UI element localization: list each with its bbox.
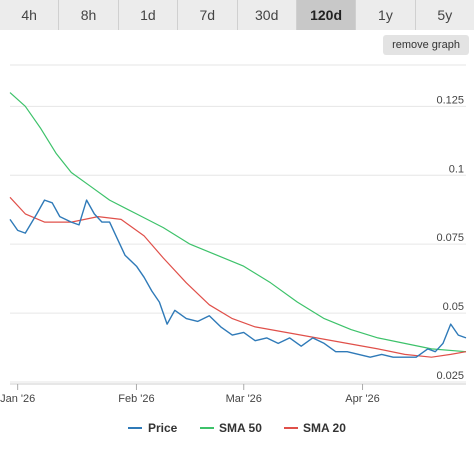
y-tick-label: 0.1 [449, 163, 464, 175]
x-tick-label: Jan '26 [0, 393, 35, 405]
legend-label[interactable]: SMA 50 [219, 421, 262, 435]
series-line-sma-50 [9, 92, 467, 353]
y-axis-ticks: 0.025 0.05 0.075 0.1 0.125 [436, 94, 464, 382]
grid [10, 64, 466, 385]
tab-4h[interactable]: 4h [0, 0, 60, 30]
y-tick-label: 0.075 [436, 232, 464, 244]
y-tick-label: 0.125 [436, 94, 464, 106]
tab-1y[interactable]: 1y [356, 0, 416, 30]
series-lines [9, 92, 467, 358]
x-tick-label: Apr '26 [345, 393, 380, 405]
series-line-price [9, 199, 467, 358]
y-tick-label: 0.025 [436, 370, 464, 382]
x-tick-label: Feb '26 [118, 393, 154, 405]
tab-5y[interactable]: 5y [415, 0, 474, 30]
tab-8h[interactable]: 8h [59, 0, 119, 30]
tab-1d[interactable]: 1d [118, 0, 179, 30]
legend: Price SMA 50 SMA 20 [128, 421, 346, 435]
time-range-tabs: 4h 8h 1d 7d 30d 120d 1y 5y [0, 0, 474, 30]
x-tick-label: Mar '26 [226, 393, 262, 405]
legend-label[interactable]: SMA 20 [303, 421, 346, 435]
legend-label[interactable]: Price [148, 421, 178, 435]
tab-30d[interactable]: 30d [237, 0, 297, 30]
series-line-sma-20 [9, 196, 467, 358]
tab-120d[interactable]: 120d [296, 0, 357, 30]
remove-graph-button[interactable]: remove graph [383, 35, 469, 55]
x-axis-ticks: Jan '26 Feb '26 Mar '26 Apr '26 [0, 384, 380, 405]
tab-7d[interactable]: 7d [178, 0, 238, 30]
y-tick-label: 0.05 [443, 301, 464, 313]
